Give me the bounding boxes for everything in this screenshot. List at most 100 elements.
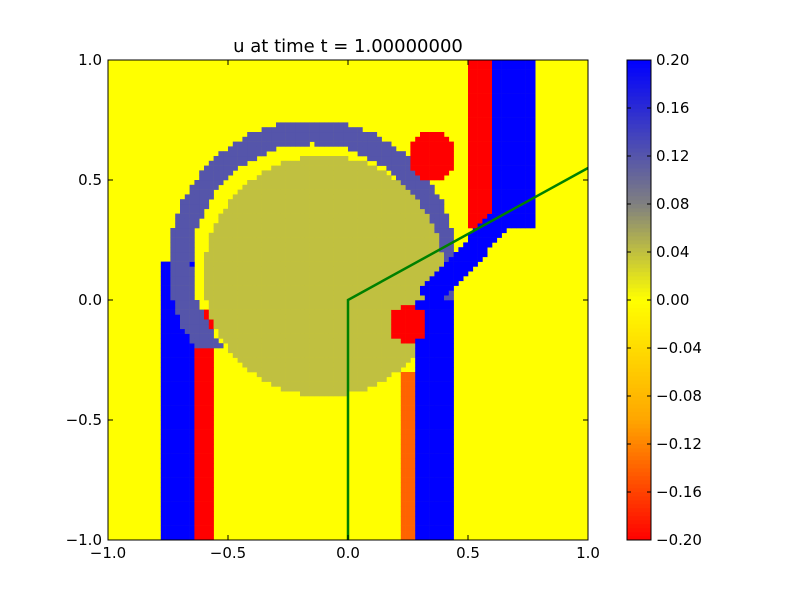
heatmap-cell <box>362 252 368 258</box>
heatmap-cell <box>400 439 406 445</box>
heatmap-cell <box>429 444 435 450</box>
heatmap-cell <box>482 228 488 234</box>
heatmap-cell <box>160 261 166 267</box>
heatmap-cell <box>525 64 531 70</box>
heatmap-cell <box>165 453 171 459</box>
colorbar-segment <box>627 356 651 361</box>
heatmap-cell <box>204 324 210 330</box>
heatmap-cell <box>266 261 272 267</box>
heatmap-cell <box>295 300 301 306</box>
heatmap-cell <box>429 160 435 166</box>
heatmap-cell <box>444 410 450 416</box>
heatmap-cell <box>295 165 301 171</box>
colorbar-segment <box>627 396 651 401</box>
heatmap-cell <box>208 506 214 512</box>
heatmap-cell <box>362 199 368 205</box>
heatmap-cell <box>343 156 349 162</box>
heatmap-cell <box>218 175 224 181</box>
heatmap-cell <box>165 300 171 306</box>
heatmap-cell <box>280 324 286 330</box>
heatmap-cell <box>396 208 402 214</box>
heatmap-cell <box>492 165 498 171</box>
heatmap-cell <box>386 232 392 238</box>
heatmap-cell <box>304 314 310 320</box>
heatmap-cell <box>300 199 306 205</box>
heatmap-cell <box>372 170 378 176</box>
heatmap-cell <box>516 165 522 171</box>
heatmap-cell <box>477 122 483 128</box>
heatmap-cell <box>328 232 334 238</box>
heatmap-cell <box>415 247 421 253</box>
heatmap-cell <box>381 194 387 200</box>
heatmap-cell <box>376 285 382 291</box>
x-axis: −1.0 −0.5 0.0 0.5 1.0 <box>90 60 600 562</box>
heatmap-cell <box>352 352 358 358</box>
heatmap-cell <box>252 319 258 325</box>
heatmap-cell <box>444 146 450 152</box>
heatmap-cell <box>314 141 320 147</box>
heatmap-cell <box>420 463 426 469</box>
heatmap-cell <box>184 391 190 397</box>
heatmap-cell <box>357 184 363 190</box>
heatmap-cell <box>472 199 478 205</box>
heatmap-cell <box>218 232 224 238</box>
colorbar-segment <box>627 264 651 269</box>
heatmap-cell <box>415 482 421 488</box>
heatmap-cell <box>213 175 219 181</box>
heatmap-cell <box>256 304 262 310</box>
heatmap-cell <box>223 256 229 262</box>
heatmap-cell <box>218 223 224 229</box>
heatmap-cell <box>252 242 258 248</box>
heatmap-cell <box>424 501 430 507</box>
heatmap-cell <box>506 74 512 80</box>
heatmap-cell <box>482 175 488 181</box>
heatmap-cell <box>448 252 454 258</box>
heatmap-cell <box>424 381 430 387</box>
colorbar-segment <box>627 84 651 89</box>
heatmap-cell <box>352 165 358 171</box>
heatmap-cell <box>252 223 258 229</box>
heatmap-cell <box>319 204 325 210</box>
heatmap-cell <box>333 208 339 214</box>
heatmap-cell <box>391 367 397 373</box>
heatmap-cell <box>160 477 166 483</box>
heatmap-cell <box>228 160 234 166</box>
heatmap-cell <box>252 180 258 186</box>
heatmap-cell <box>290 199 296 205</box>
heatmap-cell <box>300 136 306 142</box>
heatmap-cell <box>439 362 445 368</box>
heatmap-cell <box>208 530 214 536</box>
heatmap-cell <box>352 381 358 387</box>
heatmap-cell <box>304 266 310 272</box>
heatmap-cell <box>314 213 320 219</box>
heatmap-cell <box>468 237 474 243</box>
colorbar-segment <box>627 176 651 181</box>
heatmap-cell <box>204 266 210 272</box>
heatmap-cell <box>328 223 334 229</box>
heatmap-cell <box>304 261 310 267</box>
heatmap-cell <box>314 180 320 186</box>
heatmap-cell <box>333 276 339 282</box>
heatmap-cell <box>511 88 517 94</box>
heatmap-cell <box>405 525 411 531</box>
heatmap-cell <box>405 506 411 512</box>
heatmap-cell <box>280 213 286 219</box>
heatmap-cell <box>223 290 229 296</box>
heatmap-cell <box>472 88 478 94</box>
heatmap-cell <box>511 194 517 200</box>
heatmap-cell <box>194 477 200 483</box>
heatmap-cell <box>400 343 406 349</box>
heatmap-cell <box>448 357 454 363</box>
heatmap-cell <box>242 189 248 195</box>
heatmap-cell <box>319 381 325 387</box>
heatmap-cell <box>204 429 210 435</box>
heatmap-cell <box>352 276 358 282</box>
heatmap-cell <box>180 213 186 219</box>
heatmap-cell <box>400 208 406 214</box>
heatmap-cell <box>424 520 430 526</box>
heatmap-cell <box>367 381 373 387</box>
heatmap-cell <box>530 60 536 66</box>
heatmap-cell <box>415 506 421 512</box>
heatmap-cell <box>530 117 536 123</box>
heatmap-cell <box>208 525 214 531</box>
